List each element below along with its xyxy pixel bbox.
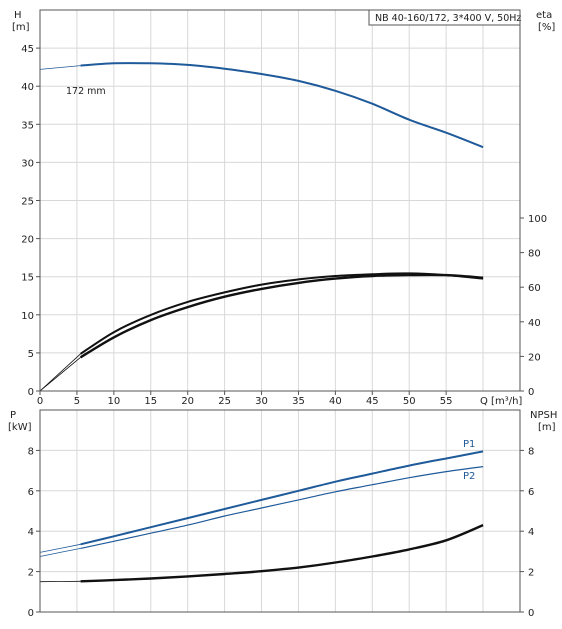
top-left-tick: 0 — [28, 387, 34, 398]
x-tick: 0 — [37, 396, 43, 407]
x-tick: 45 — [366, 396, 379, 407]
bottom-left-tick: 0 — [28, 608, 34, 619]
p1-label: P1 — [463, 439, 475, 450]
efficiency-curve-2-extension — [40, 357, 81, 391]
bottom-right-tick: 6 — [528, 487, 534, 498]
top-left-tick: 25 — [21, 197, 34, 208]
top-right-tick: 0 — [528, 387, 534, 398]
top-left-tick: 30 — [21, 158, 34, 169]
top-right-tick: 40 — [528, 318, 541, 329]
top-left-tick: 45 — [21, 44, 34, 55]
bottom-plot-frame — [40, 410, 520, 612]
bottom-right-tick: 2 — [528, 568, 534, 579]
top-left-axis-label: H — [14, 10, 22, 21]
top-left-tick: 40 — [21, 82, 34, 93]
top-right-axis-label: eta — [536, 10, 552, 21]
x-tick: 35 — [292, 396, 305, 407]
bottom-right-tick: 8 — [528, 446, 534, 457]
top-right-tick: 60 — [528, 283, 541, 294]
x-tick: 10 — [107, 396, 120, 407]
efficiency-curve-2 — [81, 275, 484, 357]
power-p2-curve — [81, 467, 484, 549]
x-tick: 20 — [181, 396, 194, 407]
top-right-axis-unit: [%] — [538, 22, 555, 33]
top-left-tick: 10 — [21, 311, 34, 322]
x-tick: 25 — [218, 396, 231, 407]
bottom-left-axis-unit: [kW] — [8, 422, 32, 433]
x-tick: 30 — [255, 396, 268, 407]
x-tick: 55 — [440, 396, 453, 407]
power-p2-curve-extension — [40, 548, 81, 556]
efficiency-curve-1-extension — [40, 354, 81, 391]
p2-label: P2 — [463, 471, 475, 482]
top-left-axis-unit: [m] — [12, 22, 30, 33]
bottom-left-tick: 6 — [28, 487, 34, 498]
top-right-tick: 20 — [528, 352, 541, 363]
bottom-left-axis-label: P — [10, 410, 16, 421]
bottom-left-tick: 8 — [28, 446, 34, 457]
head-curve — [81, 63, 484, 147]
bottom-right-tick: 4 — [528, 527, 534, 538]
top-left-tick: 20 — [21, 235, 34, 246]
bottom-right-tick: 0 — [528, 608, 534, 619]
top-left-tick: 35 — [21, 120, 34, 131]
x-tick: 40 — [329, 396, 342, 407]
chart-title: NB 40-160/172, 3*400 V, 50Hz — [375, 13, 521, 24]
bottom-left-tick: 2 — [28, 568, 34, 579]
top-right-tick: 100 — [528, 214, 547, 225]
impeller-diameter-label: 172 mm — [66, 86, 106, 97]
power-p1-curve-extension — [40, 544, 81, 552]
x-tick: 15 — [144, 396, 157, 407]
power-p1-curve — [81, 451, 484, 544]
top-left-tick: 15 — [21, 273, 34, 284]
top-left-tick: 5 — [28, 349, 34, 360]
x-tick: 5 — [74, 396, 80, 407]
npsh-curve — [81, 525, 484, 581]
bottom-left-tick: 4 — [28, 527, 34, 538]
bottom-right-axis-label: NPSH — [530, 410, 557, 421]
head-curve-extension — [40, 66, 81, 70]
bottom-grid-horizontal — [40, 450, 520, 612]
bottom-right-axis-unit: [m] — [538, 422, 556, 433]
x-tick: 50 — [403, 396, 416, 407]
top-right-tick: 80 — [528, 249, 541, 260]
bottom-grid-vertical — [40, 410, 520, 612]
x-axis-label: Q [m³/h] — [480, 396, 522, 407]
